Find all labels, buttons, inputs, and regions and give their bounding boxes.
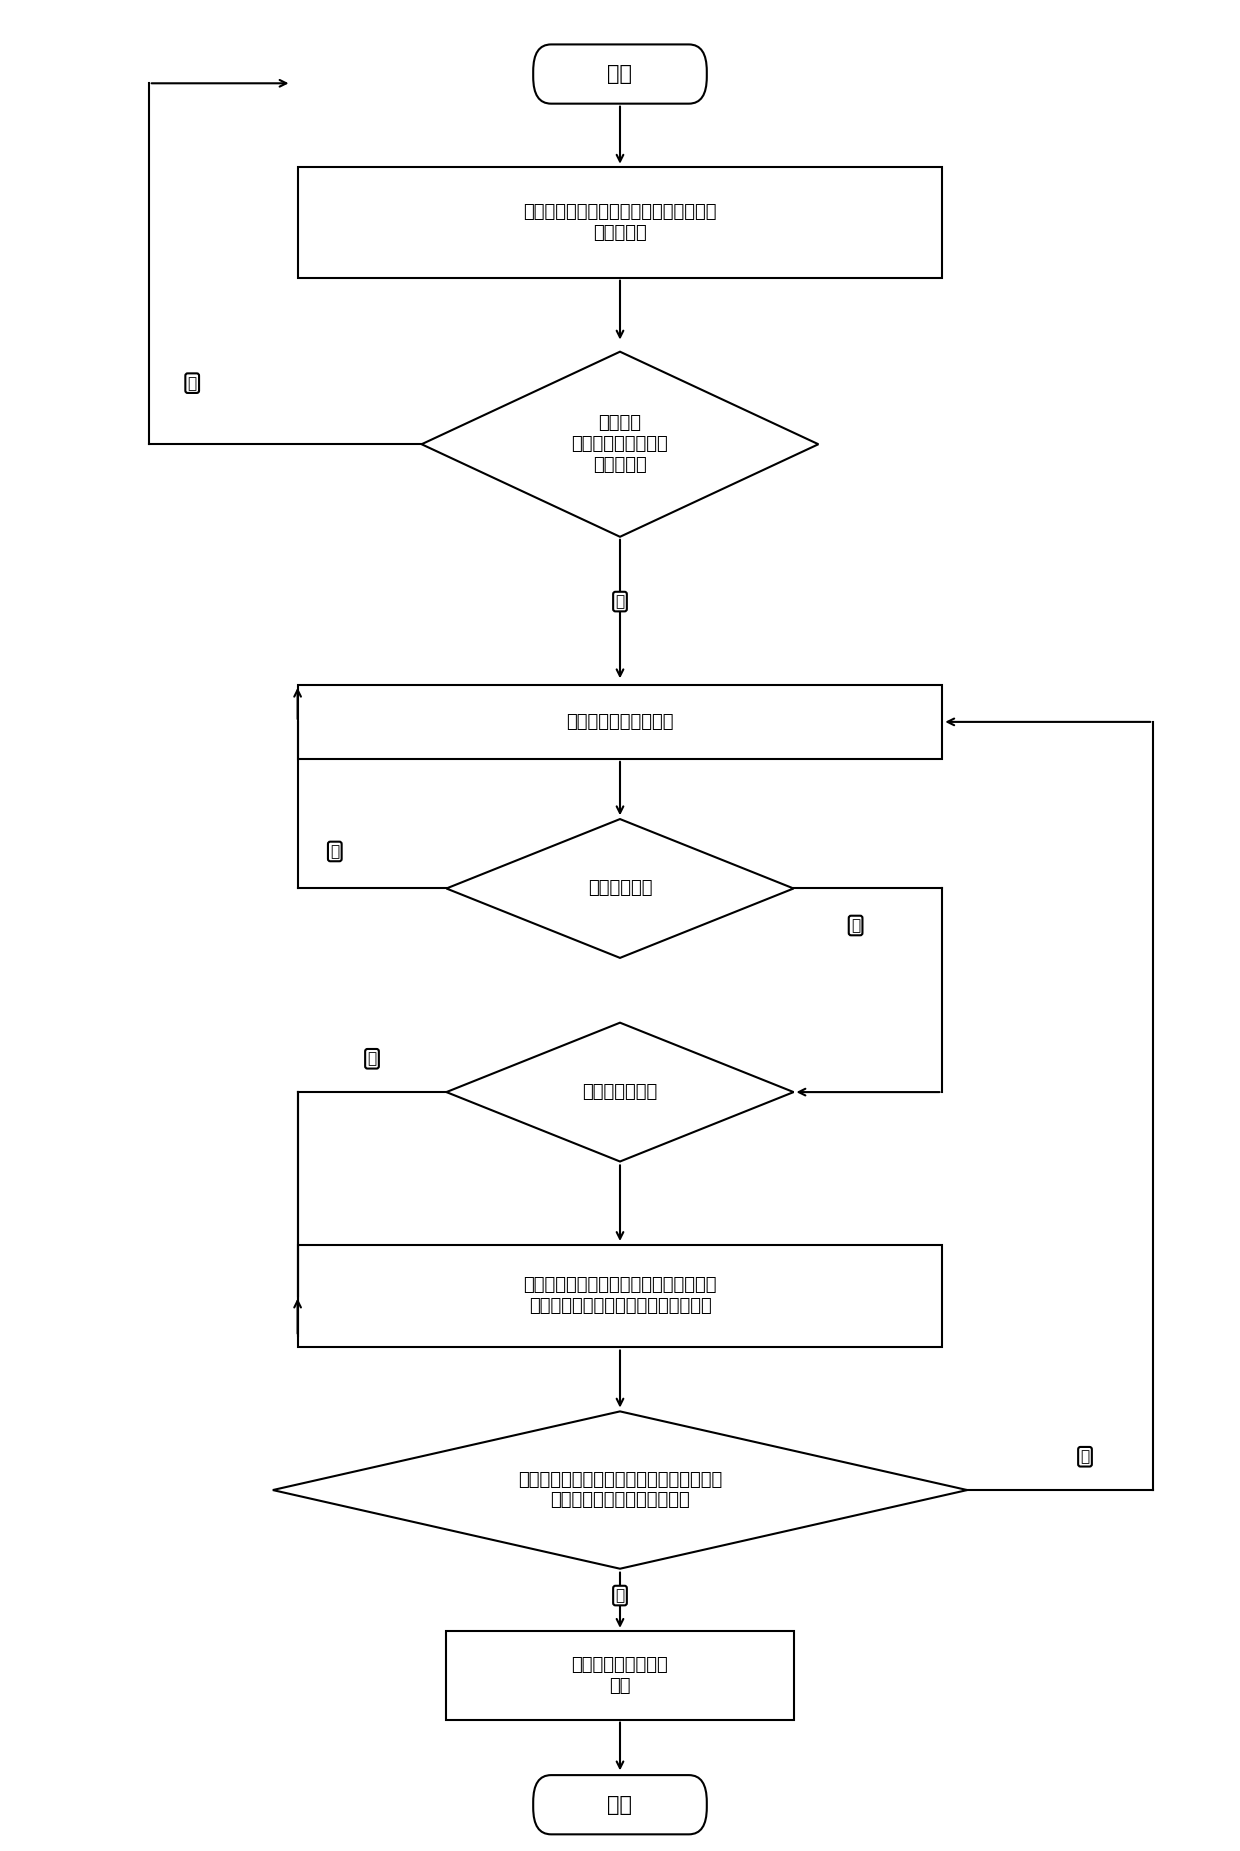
Text: 是: 是 [851, 918, 861, 933]
Text: 开始: 开始 [608, 65, 632, 83]
FancyBboxPatch shape [446, 1631, 794, 1720]
FancyBboxPatch shape [298, 1246, 942, 1348]
Text: 否: 否 [330, 844, 340, 859]
Polygon shape [446, 1024, 794, 1162]
Polygon shape [273, 1410, 967, 1570]
Text: 按照颗粒所占体系质量比从大到小输入颗
粒几何数据: 按照颗粒所占体系质量比从大到小输入颗 粒几何数据 [523, 204, 717, 241]
Text: 满足边界条件: 满足边界条件 [588, 879, 652, 898]
Text: 加入到颗粒几何数据
集合: 加入到颗粒几何数据 集合 [572, 1657, 668, 1694]
Text: 随机生成
颗粒数据次数小于总
的尝试次数: 随机生成 颗粒数据次数小于总 的尝试次数 [572, 415, 668, 474]
Polygon shape [422, 352, 818, 537]
Text: 是: 是 [615, 594, 625, 609]
FancyBboxPatch shape [533, 1775, 707, 1834]
Text: 将随机生成的颗粒几何数据与颗粒几何数
据集合中的每个颗粒几何数据遍历比较: 将随机生成的颗粒几何数据与颗粒几何数 据集合中的每个颗粒几何数据遍历比较 [523, 1277, 717, 1314]
FancyBboxPatch shape [298, 167, 942, 278]
Text: 否: 否 [615, 1588, 625, 1603]
Text: 是: 是 [1080, 1449, 1090, 1464]
FancyBboxPatch shape [298, 685, 942, 759]
Text: 否: 否 [187, 376, 197, 391]
Text: 第一个颗粒质点: 第一个颗粒质点 [583, 1083, 657, 1101]
FancyBboxPatch shape [533, 44, 707, 104]
Polygon shape [446, 818, 794, 959]
Text: 随机生成颗粒几何数据: 随机生成颗粒几何数据 [567, 713, 673, 731]
Text: 是: 是 [367, 1051, 377, 1066]
Text: 结束: 结束 [608, 1795, 632, 1814]
Text: 随机生成的颗粒几何数据与颗粒几何数据集
合中的某个颗粒几何数据相交: 随机生成的颗粒几何数据与颗粒几何数据集 合中的某个颗粒几何数据相交 [518, 1472, 722, 1509]
